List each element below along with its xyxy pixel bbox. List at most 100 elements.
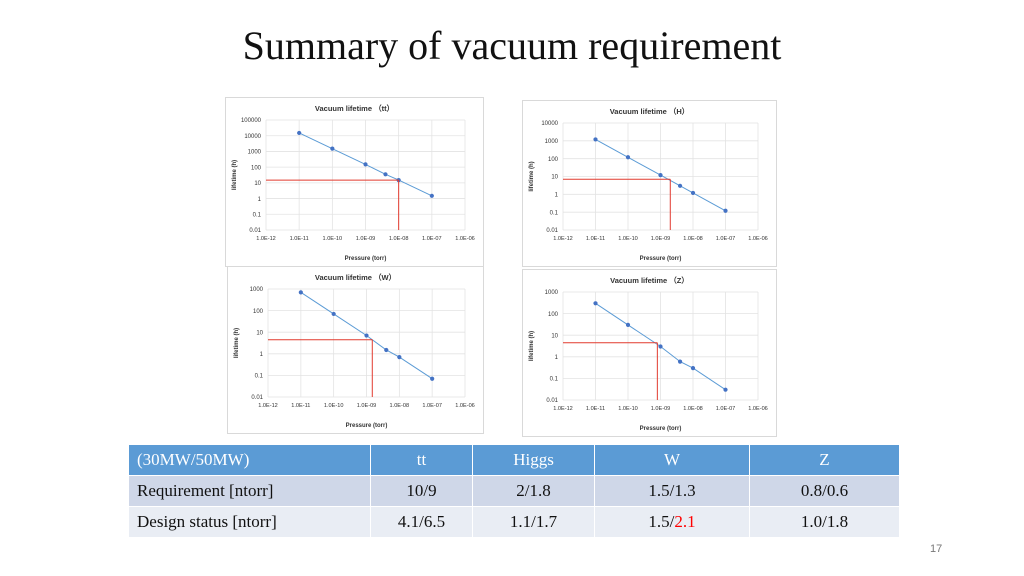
- x-tick-label: 1.0E-07: [716, 406, 736, 412]
- chart-z: Vacuum lifetime （Z） 0.01 0.1 1 10 100 1000 1.0E…: [522, 269, 777, 437]
- data-point: [723, 387, 728, 392]
- x-tick-label: 1.0E-12: [553, 236, 573, 242]
- header-cell-z: Z: [749, 444, 900, 476]
- y-tick-label: 0.1: [253, 212, 262, 218]
- row-label: Design status [ntorr]: [128, 506, 371, 538]
- y-tick-label: 0.1: [550, 377, 559, 383]
- x-tick-label: 1.0E-08: [390, 403, 410, 409]
- page-number: 17: [930, 543, 943, 555]
- chart-title: Vacuum lifetime （H）: [610, 106, 690, 116]
- series-line: [298, 132, 433, 197]
- data-point: [331, 311, 336, 317]
- table-header-row: (30MW/50MW) tt Higgs W Z: [128, 444, 900, 476]
- table-row: Design status [ntorr] 4.1/6.5 1.1/1.7 1.…: [128, 506, 900, 538]
- data-point: [677, 183, 683, 188]
- chart-higgs: Vacuum lifetime （H） 0.01 0.1 1 10 100 1000 1000…: [522, 100, 777, 267]
- y-tick-label: 0.01: [249, 228, 261, 234]
- cell-higgs: 1.1/1.7: [472, 506, 595, 538]
- y-tick-label: 1000: [545, 290, 559, 296]
- cell-z: 1.0/1.8: [749, 506, 900, 538]
- chart-title: Vacuum lifetime （tt）: [315, 103, 394, 113]
- table-row: Requirement [ntorr] 10/9 2/1.8 1.5/1.3 0…: [128, 475, 900, 507]
- data-point: [430, 376, 435, 381]
- y-tick-label: 10: [256, 330, 263, 336]
- y-tick-label: 100: [251, 165, 262, 171]
- y-tick-label: 10000: [541, 121, 558, 127]
- x-tick-label: 1.0E-07: [716, 236, 736, 242]
- x-tick-label: 1.0E-11: [586, 236, 605, 242]
- y-tick-label: 1000: [248, 150, 262, 156]
- chart-svg: Vacuum lifetime （H） 0.01 0.1 1 10 100 1000 1000…: [529, 106, 768, 262]
- data-point: [690, 190, 696, 196]
- cell-tt: 10/9: [370, 475, 473, 507]
- data-point: [298, 290, 303, 295]
- y-tick-label: 10: [551, 175, 558, 181]
- x-tick-label: 1.0E-08: [683, 236, 703, 242]
- y-tick-label: 10: [551, 333, 558, 339]
- chart-tt: Vacuum lifetime （tt） 0.01 0.1 1 10 100 1000 100…: [225, 97, 484, 267]
- x-tick-label: 1.0E-11: [586, 406, 605, 412]
- y-tick-label: 1: [555, 193, 559, 199]
- x-tick-label: 1.0E-09: [651, 406, 671, 412]
- x-tick-label: 1.0E-12: [258, 403, 278, 409]
- y-tick-label: 100: [548, 312, 559, 318]
- x-axis-label: Pressure (torr): [346, 423, 388, 429]
- data-point: [429, 193, 434, 198]
- y-tick-label: 0.01: [546, 398, 558, 404]
- x-tick-label: 1.0E-10: [323, 236, 343, 242]
- x-tick-label: 1.0E-11: [291, 403, 310, 409]
- x-tick-label: 1.0E-10: [618, 236, 638, 242]
- x-tick-label: 1.0E-06: [748, 236, 768, 242]
- y-axis-label: lifetime (h): [529, 161, 535, 191]
- x-tick-label: 1.0E-06: [455, 236, 475, 242]
- cell-w: 1.5/1.3: [594, 475, 750, 507]
- series-line: [595, 302, 726, 391]
- chart-svg: Vacuum lifetime （W） 0.01 0.1 1 10 100 1000 1.0E…: [234, 272, 475, 429]
- data-point: [384, 347, 389, 353]
- data-point: [330, 146, 335, 151]
- chart-title: Vacuum lifetime （W）: [315, 272, 396, 282]
- y-axis-label: lifetime (h): [234, 328, 240, 358]
- x-tick-label: 1.0E-07: [422, 236, 442, 242]
- x-tick-label: 1.0E-08: [683, 406, 703, 412]
- y-tick-label: 1000: [545, 139, 559, 145]
- x-tick-label: 1.0E-06: [455, 403, 475, 409]
- y-tick-label: 0.1: [255, 374, 264, 380]
- chart-title: Vacuum lifetime （Z）: [610, 275, 689, 285]
- data-point: [297, 130, 302, 136]
- chart-svg: Vacuum lifetime （tt） 0.01 0.1 1 10 100 1000 100…: [232, 103, 475, 262]
- y-axis-label: lifetime (h): [529, 331, 535, 361]
- y-tick-label: 0.01: [251, 395, 263, 401]
- data-point: [690, 365, 696, 371]
- x-tick-label: 1.0E-11: [290, 236, 309, 242]
- x-axis-label: Pressure (torr): [640, 426, 682, 432]
- y-tick-label: 1: [555, 355, 559, 361]
- cell-tt: 4.1/6.5: [370, 506, 473, 538]
- x-tick-label: 1.0E-07: [422, 403, 442, 409]
- cell-z: 0.8/0.6: [749, 475, 900, 507]
- y-tick-label: 100: [253, 309, 264, 315]
- x-tick-label: 1.0E-08: [389, 236, 409, 242]
- page-title: Summary of vacuum requirement: [242, 23, 782, 68]
- x-axis-label: Pressure (torr): [345, 256, 387, 262]
- data-point: [593, 137, 598, 142]
- y-tick-label: 1000: [250, 287, 264, 293]
- summary-table: (30MW/50MW) tt Higgs W Z Requirement [nt…: [128, 444, 900, 538]
- data-point: [658, 344, 663, 349]
- header-cell-tt: tt: [370, 444, 473, 476]
- x-tick-label: 1.0E-09: [356, 236, 376, 242]
- cell-w-highlight: 2.1: [674, 512, 696, 531]
- y-tick-label: 10000: [244, 134, 261, 140]
- x-tick-label: 1.0E-12: [256, 236, 276, 242]
- y-tick-label: 1: [260, 352, 264, 358]
- data-point: [593, 301, 598, 306]
- x-tick-label: 1.0E-10: [324, 403, 344, 409]
- series-line: [300, 291, 433, 380]
- data-point: [677, 359, 683, 364]
- data-point: [658, 172, 663, 178]
- x-tick-label: 1.0E-10: [618, 406, 638, 412]
- y-tick-label: 0.01: [546, 228, 558, 234]
- y-tick-label: 100000: [241, 118, 262, 124]
- data-point: [363, 162, 368, 167]
- y-axis-label: lifetime (h): [232, 160, 238, 190]
